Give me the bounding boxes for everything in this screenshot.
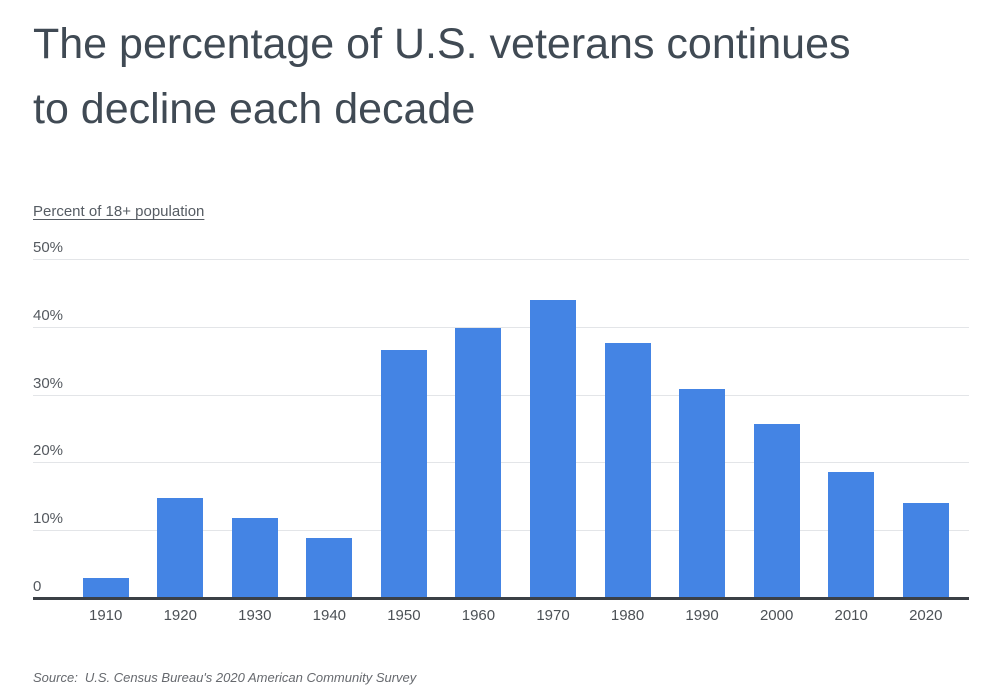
y-tick-label-10: 10% bbox=[33, 510, 64, 528]
source-line: Source: U.S. Census Bureau's 2020 America… bbox=[33, 670, 416, 685]
x-tick-label-2010: 2010 bbox=[834, 607, 868, 624]
bar-1990 bbox=[679, 388, 726, 599]
x-tick-label-1940: 1940 bbox=[312, 607, 347, 624]
bar-1910 bbox=[82, 577, 129, 599]
bar-1950 bbox=[380, 349, 427, 599]
source-label: Source: bbox=[33, 670, 78, 685]
y-tick-label-30: 30% bbox=[33, 374, 64, 392]
x-axis-baseline bbox=[33, 597, 969, 600]
bar-1960 bbox=[455, 327, 502, 599]
bar-1930 bbox=[231, 517, 278, 599]
y-tick-label-20: 20% bbox=[33, 442, 64, 460]
x-tick-label-1980: 1980 bbox=[610, 607, 645, 624]
y-tick-label-40: 40% bbox=[33, 306, 64, 324]
bar-1920 bbox=[157, 497, 204, 599]
x-tick-label-1920: 1920 bbox=[163, 607, 197, 624]
x-tick-label-1990: 1990 bbox=[685, 607, 719, 624]
bar-2000 bbox=[753, 424, 800, 599]
y-axis-title: Percent of 18+ population bbox=[33, 203, 205, 220]
x-tick-label-1960: 1960 bbox=[461, 607, 496, 624]
bar-1970 bbox=[530, 300, 576, 599]
y-tick-label-50: 50% bbox=[33, 239, 64, 256]
chart-title-line-1: The percentage of U.S. veterans continue… bbox=[33, 20, 851, 68]
chart-title-line-2: to decline each decade bbox=[33, 85, 476, 133]
x-tick-label-1910: 1910 bbox=[89, 607, 123, 624]
gridline-40 bbox=[33, 326, 969, 328]
chart-title: The percentage of U.S. veterans continue… bbox=[33, 12, 850, 142]
x-tick-label-1950: 1950 bbox=[387, 607, 421, 624]
x-tick-label-2020: 2020 bbox=[909, 607, 943, 624]
bar-1940 bbox=[306, 537, 353, 599]
x-tick-label-2000: 2000 bbox=[759, 607, 794, 624]
source-text: U.S. Census Bureau's 2020 American Commu… bbox=[84, 670, 417, 685]
bar-2020 bbox=[902, 503, 949, 599]
x-tick-label-1970: 1970 bbox=[536, 607, 570, 624]
gridline-50 bbox=[33, 259, 969, 260]
bar-1980 bbox=[604, 342, 651, 599]
plot-area: 50% 40% 30% 20% 10% 0 1910 1920 1930 1940 1950 1960… bbox=[33, 239, 969, 624]
y-tick-label-0: 0 bbox=[33, 578, 42, 595]
x-tick-label-1930: 1930 bbox=[238, 607, 272, 624]
bar-2010 bbox=[828, 471, 875, 599]
